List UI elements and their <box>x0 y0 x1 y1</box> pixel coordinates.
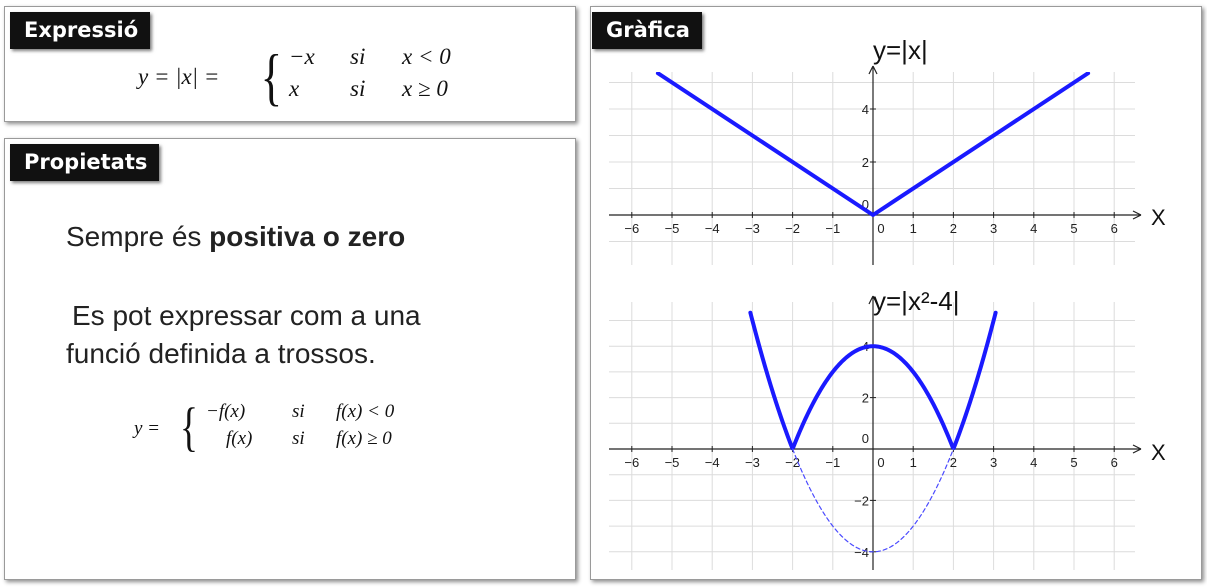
graph-panel <box>590 6 1202 580</box>
expression-row-2-ineq: x ≥ 0 <box>402 76 448 101</box>
x-tick-label: −5 <box>665 455 680 470</box>
property-line-1-prefix: Sempre és <box>66 221 210 252</box>
x-tick-label: 5 <box>1070 455 1077 470</box>
x-tick-label: −1 <box>825 455 840 470</box>
expression-row-1-value: −x <box>289 44 315 69</box>
properties-row-1-ineq: f(x) < 0 <box>336 401 395 422</box>
expression-brace: { <box>260 41 283 112</box>
chart-abs-x: −6 −5 −4 −3 −2 −1 0 1 2 3 4 5 6 0 2 4 y=|x| X <box>609 35 1166 265</box>
y-tick-label: 2 <box>862 155 869 170</box>
expression-row-1-ineq: x < 0 <box>402 44 451 69</box>
x-tick-label: −4 <box>705 221 720 236</box>
property-line-3: funció definida a trossos. <box>66 338 376 369</box>
properties-tag: Propietats <box>10 144 160 181</box>
chart-title: y=|x²-4| <box>873 286 959 316</box>
y-tick-label: 0 <box>862 197 869 212</box>
x-tick-label: −4 <box>705 455 720 470</box>
x-tick-label: 0 <box>877 221 884 236</box>
x-tick-label: 6 <box>1111 221 1118 236</box>
y-axis-arrow <box>868 295 878 305</box>
properties-panel <box>4 138 576 580</box>
property-line-1: Sempre és positiva o zero <box>66 218 405 256</box>
x-tick-label: 4 <box>1030 455 1037 470</box>
x-axis-arrow <box>1132 210 1142 220</box>
x-tick-label: 2 <box>950 221 957 236</box>
x-tick-label: −5 <box>665 221 680 236</box>
expression-row-2-cond: si <box>350 76 366 101</box>
chart-title: y=|x| <box>873 35 928 65</box>
properties-row-2-value: f(x) <box>226 428 253 449</box>
y-tick-label: 0 <box>862 431 869 446</box>
x-tick-label: −2 <box>785 221 800 236</box>
x-tick-label: 1 <box>910 455 917 470</box>
x-tick-label: −6 <box>624 221 639 236</box>
properties-row-1-cond: si <box>292 401 305 422</box>
x-tick-label: 3 <box>990 221 997 236</box>
x-tick-label: 5 <box>1070 221 1077 236</box>
expression-tag: Expressió <box>10 12 151 49</box>
properties-formula-brace: { <box>179 397 199 457</box>
x-axis-label: X <box>1151 440 1166 465</box>
y-tick-label: −2 <box>854 493 869 508</box>
y-tick-label: 2 <box>862 391 869 406</box>
y-tick-label: 4 <box>862 102 869 117</box>
x-tick-label: −3 <box>745 455 760 470</box>
x-tick-label: 2 <box>950 455 957 470</box>
property-line-2: Es pot expressar com a una <box>72 300 421 331</box>
x-tick-label: 1 <box>910 221 917 236</box>
x-tick-label: 6 <box>1111 455 1118 470</box>
x-axis-arrow <box>1132 444 1142 454</box>
y-axis-arrow <box>868 65 878 75</box>
series-line <box>655 72 1091 217</box>
properties-row-1-value: −f(x) <box>206 401 246 422</box>
x-tick-label: −6 <box>624 455 639 470</box>
expression-lhs: y = |x| = <box>138 64 220 89</box>
properties-row-2-ineq: f(x) ≥ 0 <box>336 428 392 449</box>
series-line <box>748 310 998 451</box>
properties-row-2-cond: si <box>292 428 305 449</box>
x-tick-label: −1 <box>825 221 840 236</box>
expression-row-2-value: x <box>289 76 300 101</box>
graph-tag: Gràfica <box>592 12 702 49</box>
x-tick-label: 0 <box>877 455 884 470</box>
x-tick-label: −3 <box>745 221 760 236</box>
properties-formula-lhs: y = <box>134 418 161 439</box>
x-tick-label: 3 <box>990 455 997 470</box>
expression-row-1-cond: si <box>350 44 366 69</box>
property-line-1-bold: positiva o zero <box>209 221 406 252</box>
x-tick-label: 4 <box>1030 221 1037 236</box>
x-axis-label: X <box>1151 205 1166 230</box>
series-dashed-line <box>792 448 954 553</box>
